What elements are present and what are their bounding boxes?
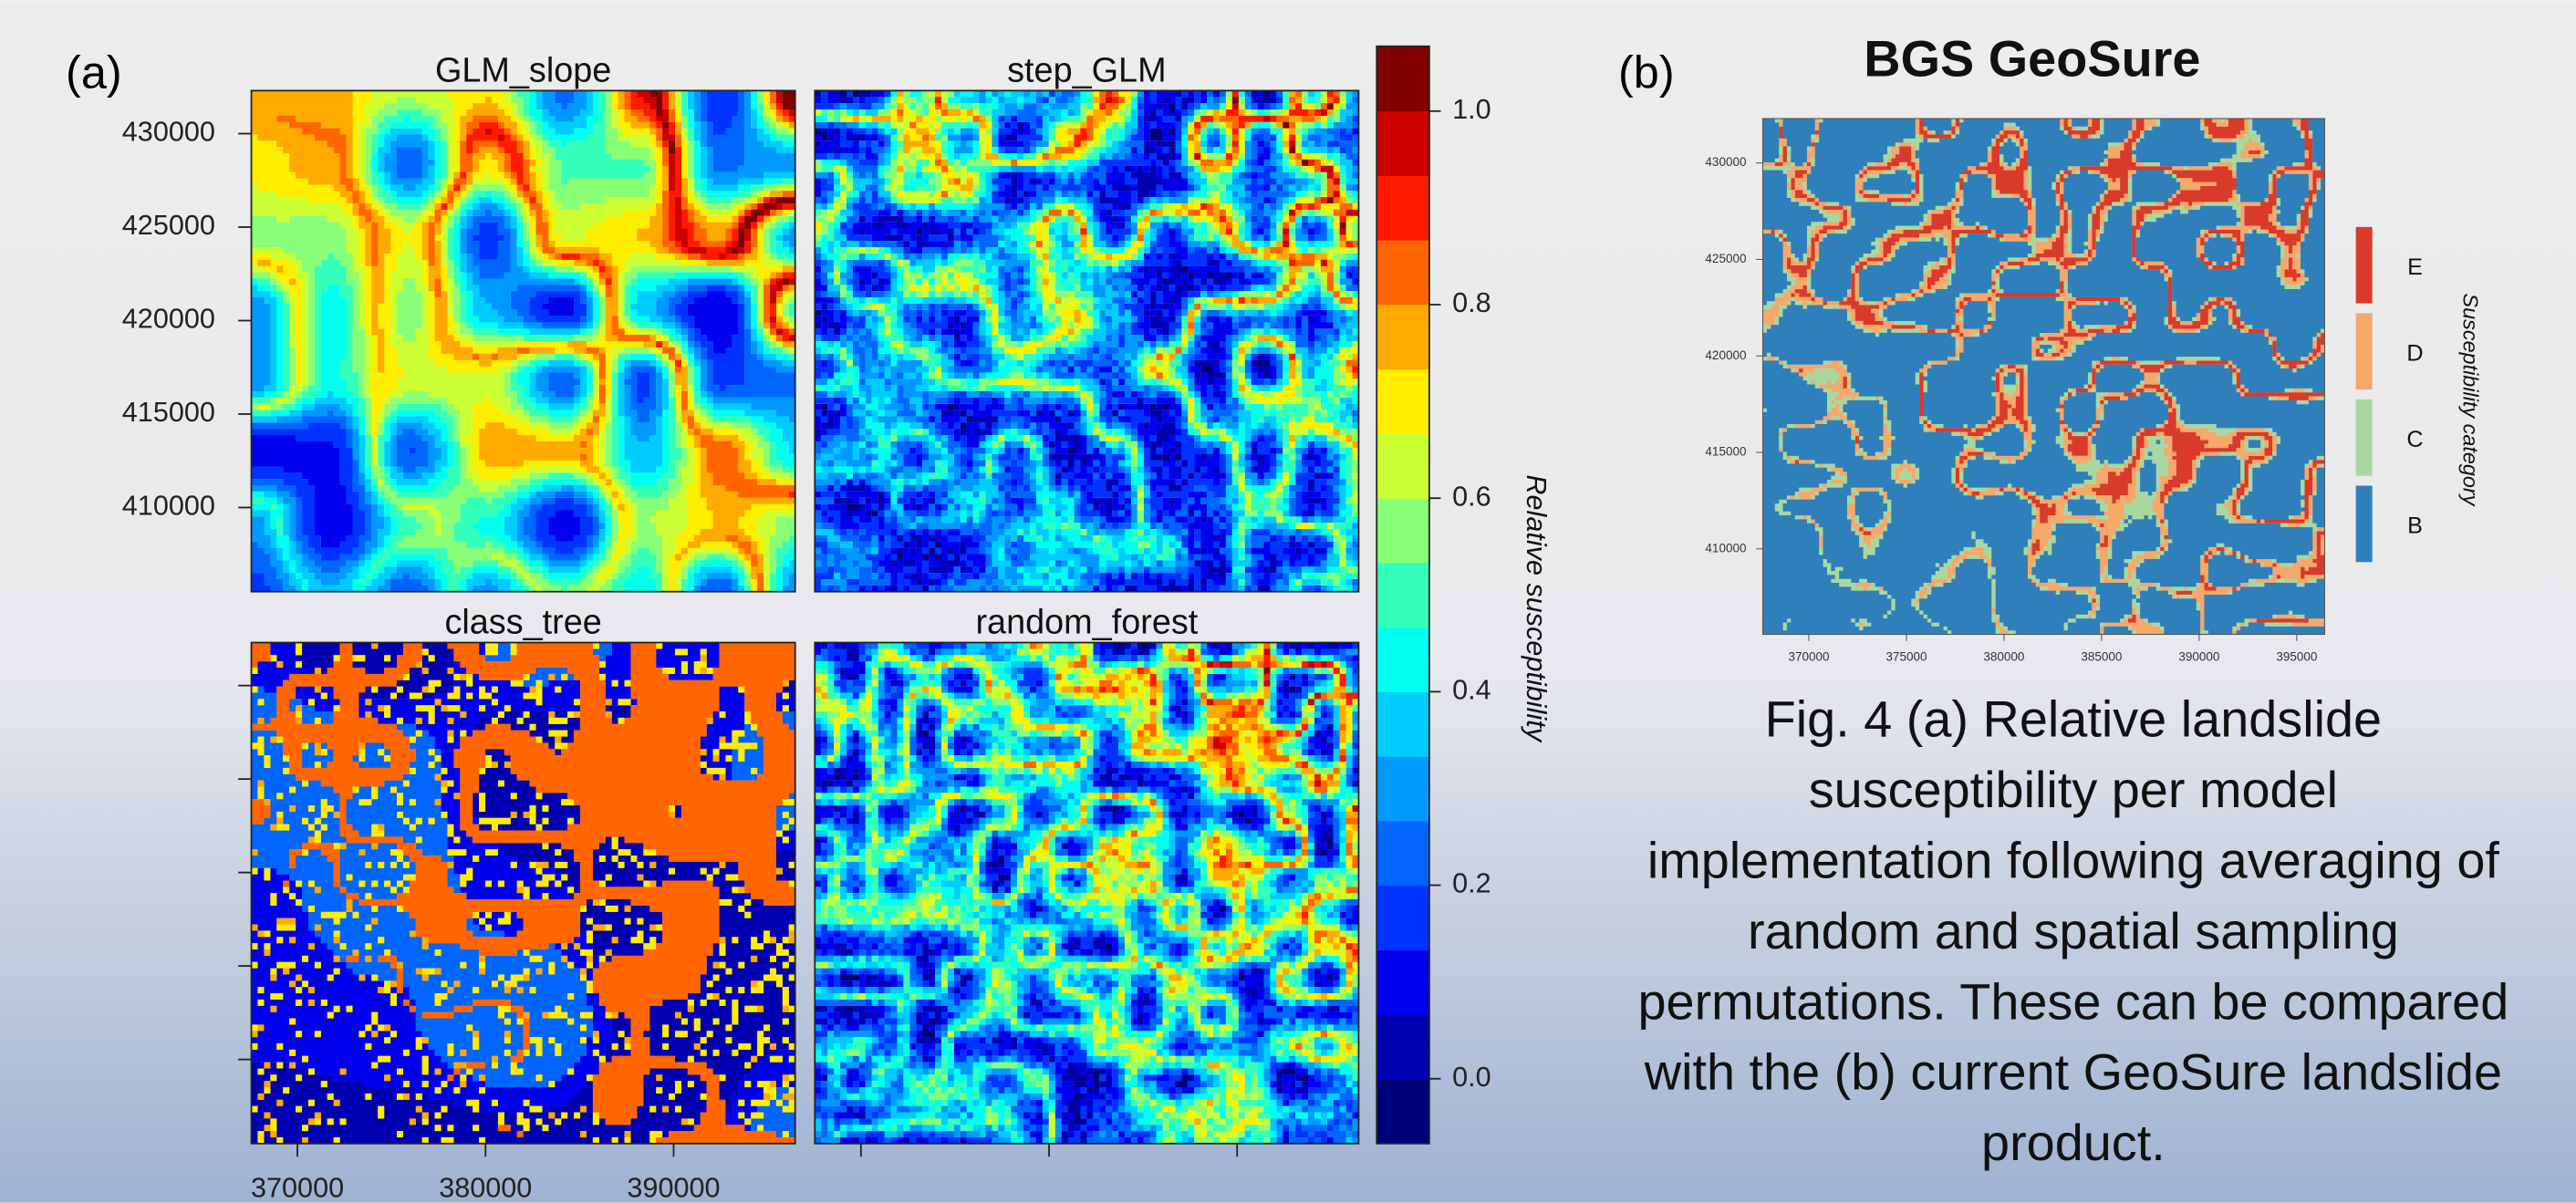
raster-cell — [251, 642, 795, 1144]
map-frame — [1761, 118, 2325, 636]
colorbar-swatch — [1376, 1014, 1429, 1080]
raster-cell — [827, 642, 1359, 1138]
map-cell — [1762, 119, 2325, 635]
colorbar-swatch — [1376, 1079, 1429, 1145]
colorbar-frame — [1376, 45, 1430, 1145]
panel-frame — [250, 641, 796, 1145]
panel-title: step_GLM — [1007, 52, 1166, 90]
panel-title: BGS GeoSure — [1864, 30, 2200, 88]
legend-title: Susceptibility category — [2459, 294, 2483, 507]
y-tick-label: 415000 — [1705, 445, 1746, 459]
panel-title: random_forest — [975, 604, 1198, 642]
raster-cell — [815, 642, 1359, 1144]
legend-swatch — [2355, 399, 2373, 476]
y-tick-label: 415000 — [122, 397, 215, 428]
raster-cell — [1263, 667, 1271, 674]
colorbar-tick-label: 0.6 — [1452, 481, 1491, 512]
raster-cell — [985, 642, 1359, 1050]
raster-cell — [897, 90, 1359, 379]
colorbar-swatch — [1376, 949, 1429, 1015]
legend-swatch — [2355, 226, 2373, 304]
x-tick-label: 370000 — [1788, 649, 1829, 663]
colorbar-tick-label: 0.8 — [1452, 287, 1491, 318]
raster-cell — [1231, 97, 1346, 229]
raster-cell — [251, 90, 795, 592]
colorbar-swatch — [1376, 562, 1429, 628]
colorbar-swatch — [1376, 368, 1429, 434]
caption-line: implementation following averaging of — [1647, 831, 2500, 888]
x-tick-label: 395000 — [2276, 649, 2317, 663]
colorbar-tick-label: 1.0 — [1452, 94, 1491, 125]
legend-swatch — [2355, 485, 2373, 563]
raster-cell — [815, 642, 1359, 1144]
y-tick-label: 430000 — [1705, 155, 1746, 169]
raster-cell — [815, 90, 1359, 530]
caption-line: random and spatial sampling — [1748, 902, 2399, 959]
x-tick-label: 390000 — [2178, 649, 2219, 663]
raster-cell — [251, 642, 795, 1138]
x-tick-label: 370000 — [251, 1172, 344, 1203]
raster-cell — [815, 90, 1359, 592]
panel-frame — [814, 89, 1360, 593]
caption-line: permutations. These can be compared — [1637, 972, 2508, 1030]
colorbar-swatch — [1376, 110, 1429, 176]
panel-frame — [250, 89, 796, 593]
raster-cell — [441, 90, 795, 498]
legend-swatch — [2355, 313, 2373, 390]
colorbar-tick-label: 0.0 — [1452, 1062, 1491, 1093]
raster-cell — [815, 642, 1359, 1144]
y-tick-label: 425000 — [1705, 252, 1746, 265]
y-tick-label: 425000 — [122, 210, 215, 241]
colorbar-swatch — [1376, 240, 1429, 306]
raster-cell — [251, 90, 795, 592]
colorbar-swatch — [1376, 46, 1429, 112]
x-tick-label: 385000 — [2081, 649, 2122, 663]
y-tick-label: 420000 — [1705, 348, 1746, 362]
colorbar-swatch — [1376, 756, 1429, 822]
x-tick-label: 390000 — [627, 1172, 720, 1203]
caption-line: susceptibility per model — [1809, 761, 2338, 818]
colorbar-label: Relative susceptibility — [1521, 474, 1552, 742]
colorbar-tick-label: 0.2 — [1452, 868, 1491, 899]
panel-title: GLM_slope — [435, 52, 611, 90]
y-tick-label: 430000 — [122, 117, 215, 148]
caption-line: with the (b) current GeoSure landslide — [1644, 1043, 2502, 1101]
panel-label: (b) — [1618, 46, 1675, 98]
raster-cell — [251, 642, 795, 1144]
x-tick-label: 380000 — [1983, 649, 2024, 663]
colorbar-swatch — [1376, 498, 1429, 564]
colorbar-tick-label: 0.4 — [1452, 674, 1491, 705]
raster-cell — [815, 642, 1359, 1125]
x-tick-label: 380000 — [439, 1172, 532, 1203]
colorbar-swatch — [1376, 627, 1429, 692]
legend-label: C — [2406, 427, 2423, 452]
panel-title: class_tree — [444, 604, 601, 642]
caption-line: Fig. 4 (a) Relative landslide — [1765, 690, 2382, 748]
caption-line: product. — [1981, 1114, 2166, 1171]
raster-cell — [251, 90, 795, 580]
colorbar-swatch — [1376, 820, 1429, 887]
y-tick-label: 420000 — [122, 304, 215, 335]
raster-cell — [276, 90, 795, 592]
colorbar-swatch — [1376, 175, 1429, 241]
colorbar-swatch — [1376, 304, 1429, 370]
panel-frame — [814, 641, 1360, 1145]
legend-label: D — [2406, 341, 2423, 367]
legend-label: E — [2407, 254, 2423, 280]
legend-label: B — [2407, 513, 2423, 539]
raster-cell — [251, 90, 795, 592]
raster-cell — [815, 642, 1359, 1144]
y-tick-label: 410000 — [1705, 541, 1746, 555]
colorbar-swatch — [1376, 691, 1429, 757]
raster-cell — [1207, 648, 1359, 813]
x-tick-label: 375000 — [1885, 649, 1927, 663]
colorbar-swatch — [1376, 433, 1429, 499]
colorbar-swatch — [1376, 885, 1429, 951]
raster-cell — [251, 642, 795, 1144]
panel-label: (a) — [66, 46, 122, 98]
y-tick-label: 410000 — [122, 491, 215, 522]
